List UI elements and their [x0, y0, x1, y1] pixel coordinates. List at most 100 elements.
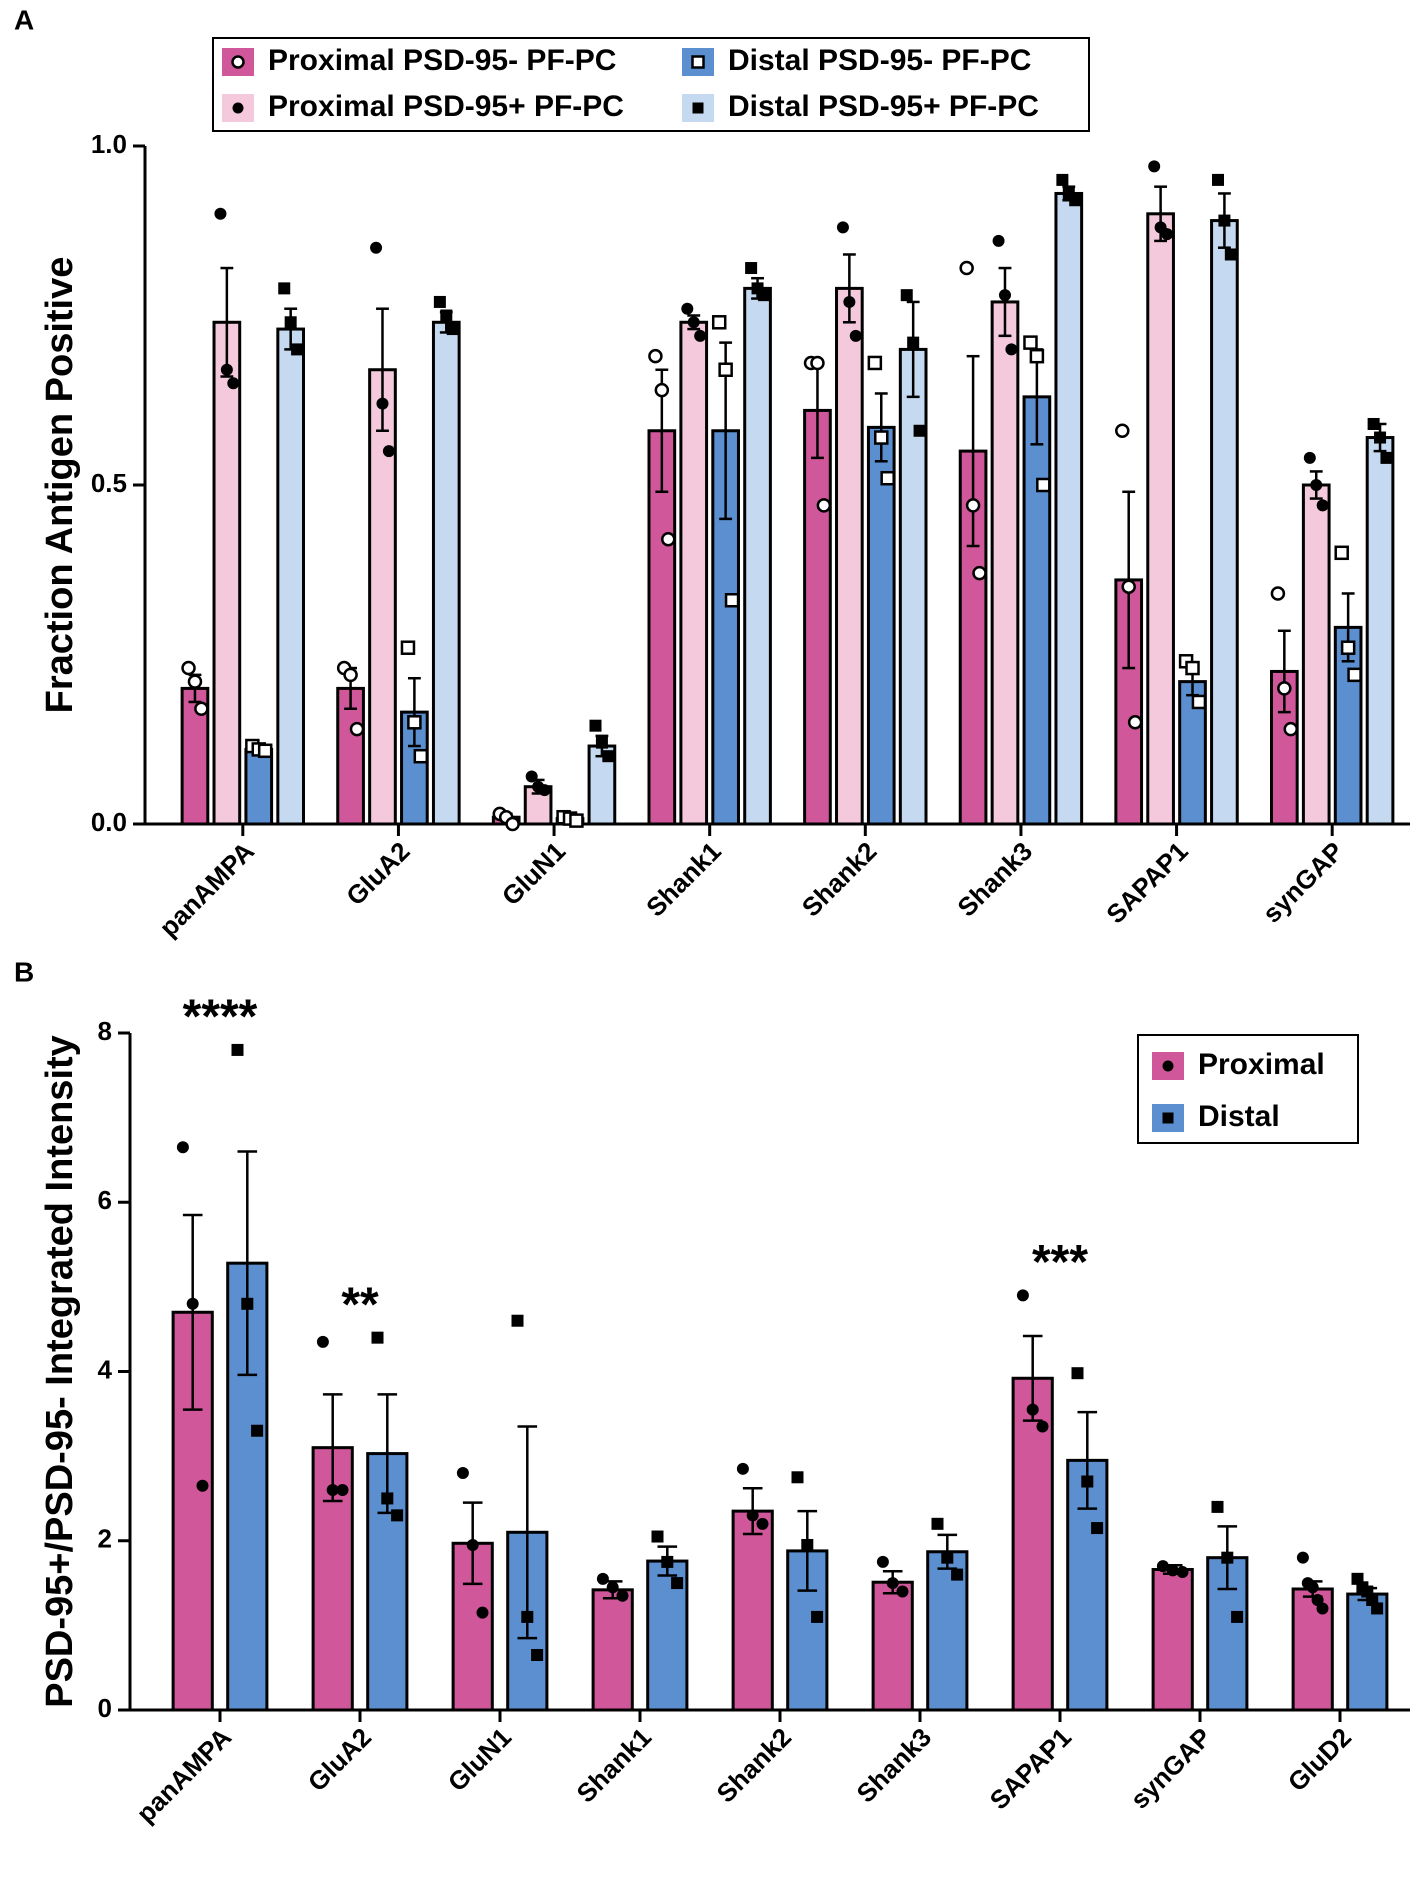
bar	[803, 408, 832, 826]
data-point	[648, 348, 663, 364]
data-point	[757, 289, 770, 302]
data-point	[718, 362, 733, 377]
legend-label: Proximal PSD-95+ PF-PC	[268, 90, 624, 123]
data-point	[801, 1538, 814, 1551]
bar	[400, 710, 429, 826]
bar	[366, 1452, 409, 1712]
bar	[1146, 212, 1175, 826]
data-point	[959, 260, 974, 276]
legend-box	[212, 37, 1090, 132]
x-tick-label: synGAP	[1124, 1722, 1217, 1815]
x-tick-label: synGAP	[1257, 836, 1350, 929]
x-tick-label: SAPAP1	[1100, 836, 1193, 929]
data-point	[1016, 1289, 1029, 1302]
data-point	[596, 1572, 609, 1585]
data-point	[1081, 1475, 1094, 1488]
data-point	[1071, 1367, 1084, 1380]
data-point	[681, 302, 694, 315]
data-point	[525, 770, 538, 783]
bar	[1022, 395, 1052, 826]
bar	[990, 300, 1020, 826]
bar	[871, 1580, 914, 1712]
data-point	[220, 363, 233, 376]
data-point	[1306, 1581, 1319, 1594]
data-point	[1283, 721, 1299, 737]
data-point	[196, 1479, 209, 1492]
data-point	[616, 1589, 629, 1602]
data-point	[376, 397, 389, 410]
data-point	[843, 295, 856, 308]
data-point	[1316, 499, 1329, 512]
panel-label: A	[14, 4, 34, 35]
legend-label: Proximal	[1198, 1048, 1325, 1081]
data-point	[194, 701, 209, 716]
data-point	[1371, 1602, 1384, 1615]
bar	[898, 347, 928, 826]
y-tick-label: 0.0	[91, 807, 127, 837]
bar	[835, 286, 864, 826]
data-point	[1380, 451, 1393, 464]
data-point	[231, 1043, 244, 1056]
bar	[212, 320, 242, 826]
data-point	[589, 719, 602, 732]
x-tick-label: GluA2	[340, 836, 415, 911]
x-tick-label: Shank1	[640, 836, 727, 923]
bar	[591, 1588, 634, 1712]
data-point	[900, 289, 913, 302]
data-point	[810, 355, 825, 371]
data-point	[407, 715, 422, 730]
data-point	[1161, 228, 1174, 241]
bar	[743, 286, 772, 826]
bar	[1269, 669, 1299, 826]
data-point	[992, 234, 1005, 247]
legend-label: Distal PSD-95- PF-PC	[728, 44, 1031, 77]
significance: ***	[1032, 1236, 1088, 1289]
data-point	[687, 316, 700, 329]
data-point	[595, 736, 608, 749]
data-point	[291, 343, 304, 356]
bar	[1151, 1568, 1194, 1712]
bar	[368, 368, 397, 826]
x-tick-label: Shank1	[570, 1722, 657, 1809]
data-point	[1340, 640, 1356, 655]
x-tick-label: SAPAP1	[984, 1722, 1077, 1815]
data-point	[1166, 1564, 1179, 1577]
data-point	[811, 1610, 824, 1623]
data-point	[1036, 1420, 1049, 1433]
data-point	[370, 241, 383, 254]
data-point	[1148, 160, 1161, 173]
data-point	[433, 295, 446, 308]
data-point	[1056, 173, 1069, 186]
data-point	[1334, 545, 1349, 561]
data-point	[1026, 1403, 1039, 1416]
data-point	[316, 1335, 329, 1348]
data-point	[1211, 173, 1224, 186]
data-point	[1347, 667, 1362, 683]
bar	[276, 327, 306, 826]
data-point	[538, 784, 551, 797]
x-tick-label: panAMPA	[153, 836, 260, 943]
data-point	[1121, 579, 1136, 594]
data-point	[186, 1297, 199, 1310]
data-point	[1296, 1551, 1309, 1564]
y-tick-label: 4	[98, 1354, 113, 1384]
data-point	[466, 1538, 479, 1551]
data-point	[836, 221, 849, 234]
x-tick-label: GluN1	[442, 1722, 517, 1797]
y-axis-title: PSD-95+/PSD-95- Integrated Intensity	[39, 1035, 81, 1708]
data-point	[1374, 431, 1387, 444]
bar	[244, 747, 274, 826]
data-point	[951, 1568, 964, 1581]
data-point	[876, 1555, 889, 1568]
data-point	[724, 593, 740, 608]
data-point	[1310, 479, 1323, 491]
data-point	[391, 1509, 404, 1522]
data-point	[531, 1648, 544, 1661]
data-point	[941, 1551, 954, 1564]
y-tick-label: 8	[98, 1016, 112, 1046]
data-point	[1156, 1560, 1169, 1573]
data-point	[336, 1483, 349, 1496]
data-point	[1069, 194, 1082, 207]
data-point	[231, 55, 245, 69]
